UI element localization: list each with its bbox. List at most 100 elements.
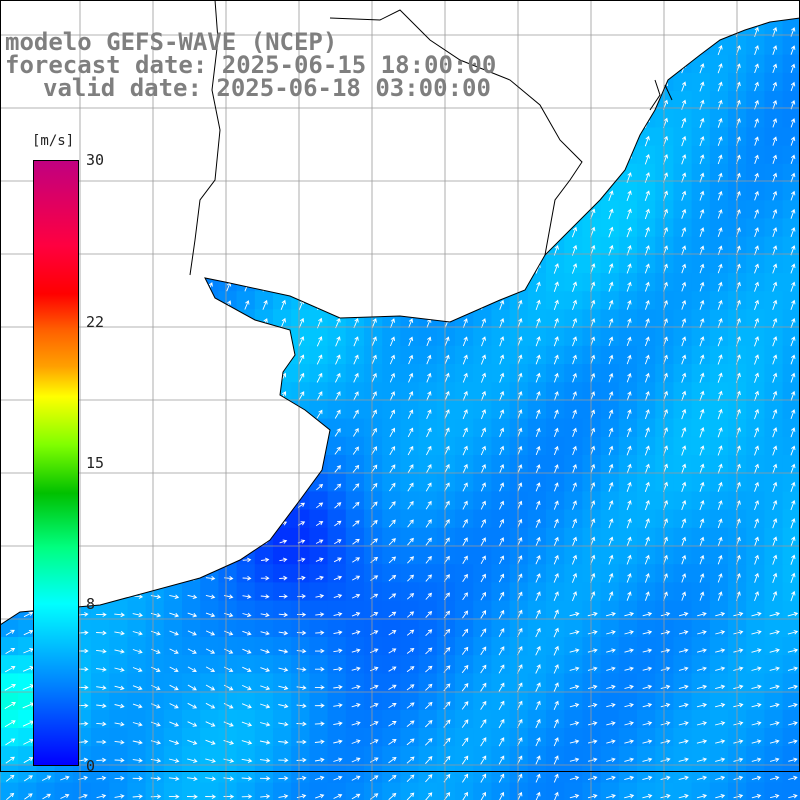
speed-cell xyxy=(600,728,620,747)
wind-arrow xyxy=(608,536,614,547)
speed-cell xyxy=(509,382,529,401)
wind-arrow xyxy=(408,372,414,383)
wind-arrow xyxy=(754,481,760,492)
speed-cell xyxy=(0,709,19,729)
speed-cell xyxy=(618,509,638,529)
wind-arrow xyxy=(60,793,70,799)
wind-arrow xyxy=(223,776,235,781)
wind-arrow xyxy=(425,500,432,510)
wind-arrow xyxy=(642,721,653,726)
wind-arrow xyxy=(606,721,616,726)
wind-arrow xyxy=(790,190,796,201)
wind-arrow xyxy=(444,390,450,401)
speed-cell xyxy=(182,673,201,693)
wind-arrow xyxy=(608,409,614,419)
wind-arrow xyxy=(407,427,414,438)
speed-cell xyxy=(327,728,347,747)
speed-cell xyxy=(273,600,292,620)
wind-arrow xyxy=(696,757,708,762)
wind-arrow xyxy=(499,354,505,365)
speed-cell xyxy=(236,709,256,729)
wind-arrow xyxy=(279,575,288,581)
wind-arrow xyxy=(23,611,34,618)
wind-arrow xyxy=(315,593,325,599)
wind-arrow xyxy=(334,520,342,527)
speed-cell xyxy=(782,600,800,620)
speed-cell xyxy=(273,764,292,784)
colorbar-tick-label: 8 xyxy=(86,595,96,614)
wind-arrow xyxy=(790,208,796,219)
wind-arrow xyxy=(644,372,650,383)
wind-arrow xyxy=(132,722,143,727)
wind-arrow xyxy=(644,409,650,420)
speed-cell xyxy=(400,473,420,492)
wind-arrow xyxy=(262,299,268,310)
speed-cell xyxy=(673,527,693,547)
wind-arrow xyxy=(787,666,799,672)
speed-cell xyxy=(618,182,638,201)
speed-cell xyxy=(309,546,329,565)
speed-cell xyxy=(382,364,401,383)
speed-cell xyxy=(582,345,602,365)
speed-cell xyxy=(582,655,602,674)
speed-cell xyxy=(582,709,602,729)
speed-cell xyxy=(746,291,765,310)
wind-arrow xyxy=(461,682,469,692)
wind-arrow xyxy=(717,227,723,237)
wind-arrow xyxy=(569,757,580,763)
speed-cell xyxy=(655,345,674,365)
speed-cell xyxy=(746,145,765,165)
speed-cell xyxy=(309,345,329,365)
wind-arrow xyxy=(572,518,577,529)
speed-cell xyxy=(709,109,729,128)
speed-cell xyxy=(709,782,729,800)
speed-cell xyxy=(582,764,602,784)
speed-cell xyxy=(600,345,620,365)
speed-cell xyxy=(764,182,784,201)
wind-arrow xyxy=(733,611,744,617)
speed-cell xyxy=(564,746,583,765)
speed-cell xyxy=(436,455,456,474)
speed-cell xyxy=(655,127,674,147)
wind-arrow xyxy=(535,573,541,583)
speed-cell xyxy=(637,746,656,765)
speed-cell xyxy=(582,400,602,420)
wind-arrow xyxy=(425,629,433,637)
wind-arrow xyxy=(334,372,341,383)
wind-arrow xyxy=(444,427,450,438)
wind-arrow xyxy=(717,463,723,474)
wind-arrow xyxy=(462,773,469,783)
speed-cell xyxy=(127,600,147,620)
wind-arrow xyxy=(644,281,650,292)
speed-cell xyxy=(200,746,219,765)
speed-cell xyxy=(582,218,602,238)
wind-arrow xyxy=(517,372,523,383)
speed-cell xyxy=(618,364,638,383)
speed-cell xyxy=(691,109,711,128)
speed-cell xyxy=(691,546,711,565)
speed-cell xyxy=(637,218,656,238)
wind-arrow xyxy=(717,44,723,56)
wind-arrow xyxy=(699,263,705,274)
speed-cell xyxy=(54,764,74,784)
wind-arrow xyxy=(553,718,559,729)
wind-arrow xyxy=(499,500,505,510)
speed-cell xyxy=(564,527,583,547)
wind-arrow xyxy=(371,354,377,365)
speed-cell xyxy=(546,327,565,347)
wind-arrow xyxy=(769,775,780,781)
wind-arrow xyxy=(535,464,541,474)
speed-cell xyxy=(109,764,128,784)
wind-arrow xyxy=(790,445,796,456)
speed-cell xyxy=(527,364,547,383)
speed-cell xyxy=(709,400,729,420)
speed-cell xyxy=(709,91,729,110)
speed-cell xyxy=(782,309,800,329)
speed-cell xyxy=(673,728,693,747)
speed-cell xyxy=(364,455,383,474)
wind-arrow xyxy=(351,775,361,781)
wind-arrow xyxy=(535,299,541,311)
speed-cell xyxy=(546,291,565,310)
wind-arrow xyxy=(132,649,143,654)
wind-arrow xyxy=(715,666,726,671)
